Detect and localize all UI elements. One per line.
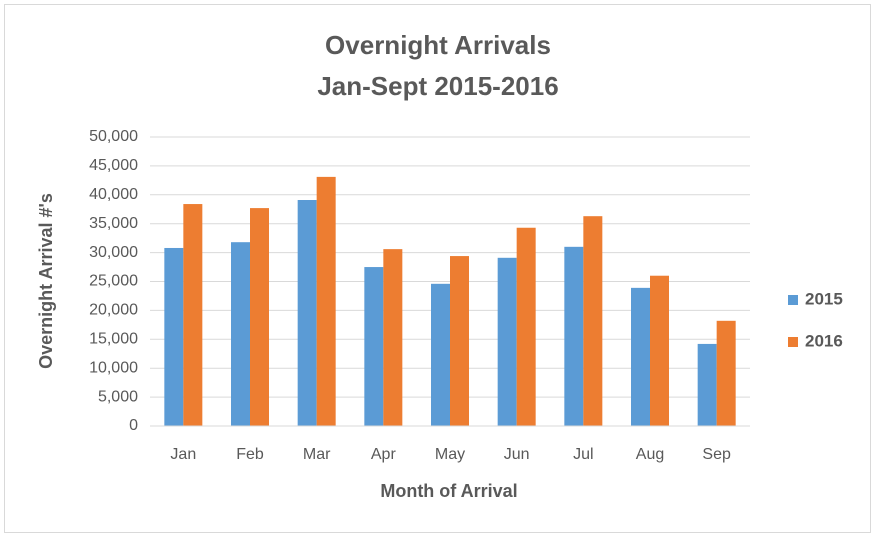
y-tick-label: 50,000 (89, 128, 138, 145)
bar (297, 200, 317, 426)
x-axis-title: Month of Arrival (380, 481, 517, 501)
x-tick-label: Jan (170, 446, 196, 463)
x-tick-label: Sep (702, 446, 731, 463)
y-tick-label: 15,000 (89, 331, 138, 348)
bar (383, 249, 403, 426)
bar (431, 283, 450, 426)
y-tick-label: 0 (129, 417, 138, 434)
bar (631, 287, 650, 426)
y-tick-label: 45,000 (89, 157, 138, 174)
bar (583, 216, 603, 426)
x-tick-label: Feb (236, 446, 264, 463)
y-axis-title: Overnight Arrival #'s (36, 193, 56, 369)
legend-swatch (788, 337, 798, 347)
bar (697, 343, 717, 426)
x-tick-label: Aug (636, 446, 664, 463)
bar (316, 176, 336, 426)
bar (231, 242, 250, 426)
legend-label: 2016 (805, 331, 843, 350)
bar (564, 246, 584, 426)
bar (716, 320, 736, 426)
y-tick-label: 10,000 (89, 359, 138, 376)
y-tick-label: 25,000 (89, 273, 138, 290)
bar (164, 247, 184, 426)
chart-frame (4, 4, 871, 533)
y-tick-label: 35,000 (89, 215, 138, 232)
bar (183, 204, 203, 426)
x-tick-label: Jul (573, 446, 593, 463)
x-tick-label: May (435, 446, 465, 463)
y-tick-label: 5,000 (98, 388, 138, 405)
bar (250, 208, 269, 426)
y-tick-label: 30,000 (89, 244, 138, 261)
chart-title: Overnight Arrivals (325, 30, 551, 60)
bar (450, 256, 469, 426)
x-tick-label: Jun (504, 446, 530, 463)
bar (516, 227, 536, 426)
legend-swatch (788, 295, 798, 305)
legend-label: 2015 (805, 289, 843, 308)
bar (364, 267, 384, 426)
y-tick-label: 20,000 (89, 302, 138, 319)
x-tick-label: Apr (371, 446, 397, 463)
y-tick-label: 40,000 (89, 186, 138, 203)
x-tick-label: Mar (303, 446, 331, 463)
bar (497, 257, 517, 426)
bar (650, 275, 669, 426)
chart-subtitle: Jan-Sept 2015-2016 (317, 71, 558, 101)
